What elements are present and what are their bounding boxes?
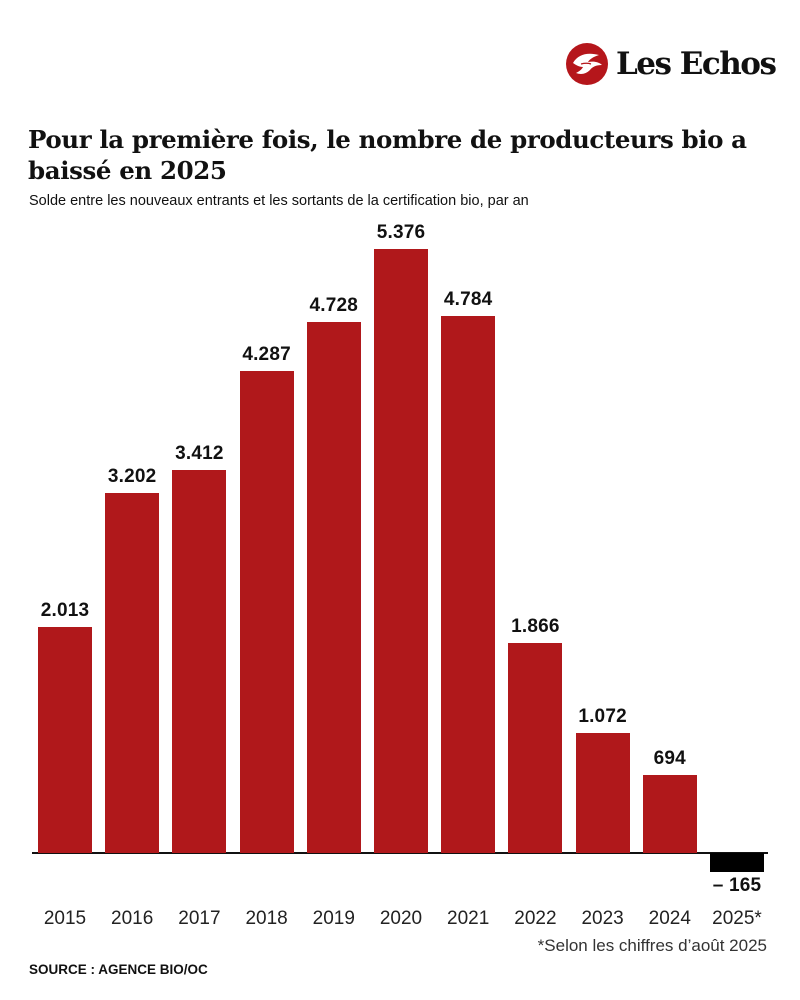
bar-2015 bbox=[38, 626, 92, 853]
x-axis-baseline bbox=[32, 852, 768, 854]
value-label: 3.202 bbox=[107, 466, 157, 488]
bar-2022 bbox=[508, 643, 563, 853]
bar-2023 bbox=[575, 732, 630, 853]
value-label: 694 bbox=[653, 748, 686, 770]
x-tick-label: 2016 bbox=[111, 908, 154, 929]
x-tick-label: 2018 bbox=[245, 908, 288, 929]
x-tick-label: 2017 bbox=[178, 908, 221, 929]
value-label: 5.376 bbox=[376, 222, 426, 243]
value-label: 2.013 bbox=[40, 599, 90, 621]
value-label: – 165 bbox=[712, 874, 762, 896]
bar-2025 bbox=[710, 853, 764, 872]
value-label: 4.784 bbox=[443, 288, 493, 310]
value-label: 4.728 bbox=[309, 294, 359, 316]
bar-2016 bbox=[105, 493, 160, 853]
bar-2017 bbox=[172, 469, 227, 853]
x-tick-label: 2015 bbox=[43, 908, 87, 929]
x-tick-label: 2024 bbox=[648, 908, 691, 929]
value-label: 1.866 bbox=[511, 616, 560, 638]
bar-2021 bbox=[441, 315, 496, 853]
x-tick-label: 2025* bbox=[712, 908, 762, 929]
bar-2024 bbox=[642, 775, 697, 853]
footnote: *Selon les chiffres d’août 2025 bbox=[537, 936, 767, 955]
bar-2020 bbox=[374, 249, 428, 853]
x-tick-label: 2021 bbox=[447, 908, 490, 929]
logo-wordmark: Les Echos bbox=[616, 46, 777, 82]
x-tick-label: 2023 bbox=[581, 908, 624, 929]
winged-figure-icon bbox=[566, 43, 608, 85]
bar-2019 bbox=[306, 321, 361, 853]
value-label: 4.287 bbox=[242, 344, 291, 366]
chart-subtitle: Solde entre les nouveaux entrants et les… bbox=[29, 193, 529, 209]
chart-title: Pour la première fois, le nombre de prod… bbox=[28, 125, 747, 185]
value-label: 3.412 bbox=[175, 442, 224, 464]
x-tick-label: 2019 bbox=[312, 908, 355, 929]
x-tick-label: 2020 bbox=[379, 908, 423, 929]
x-tick-label: 2022 bbox=[514, 908, 557, 929]
source-credit: SOURCE : AGENCE BIO/OC bbox=[29, 962, 208, 977]
value-label: 1.072 bbox=[578, 705, 627, 727]
bar-2018 bbox=[239, 371, 294, 853]
les-echos-logo: Les Echos bbox=[566, 43, 777, 85]
